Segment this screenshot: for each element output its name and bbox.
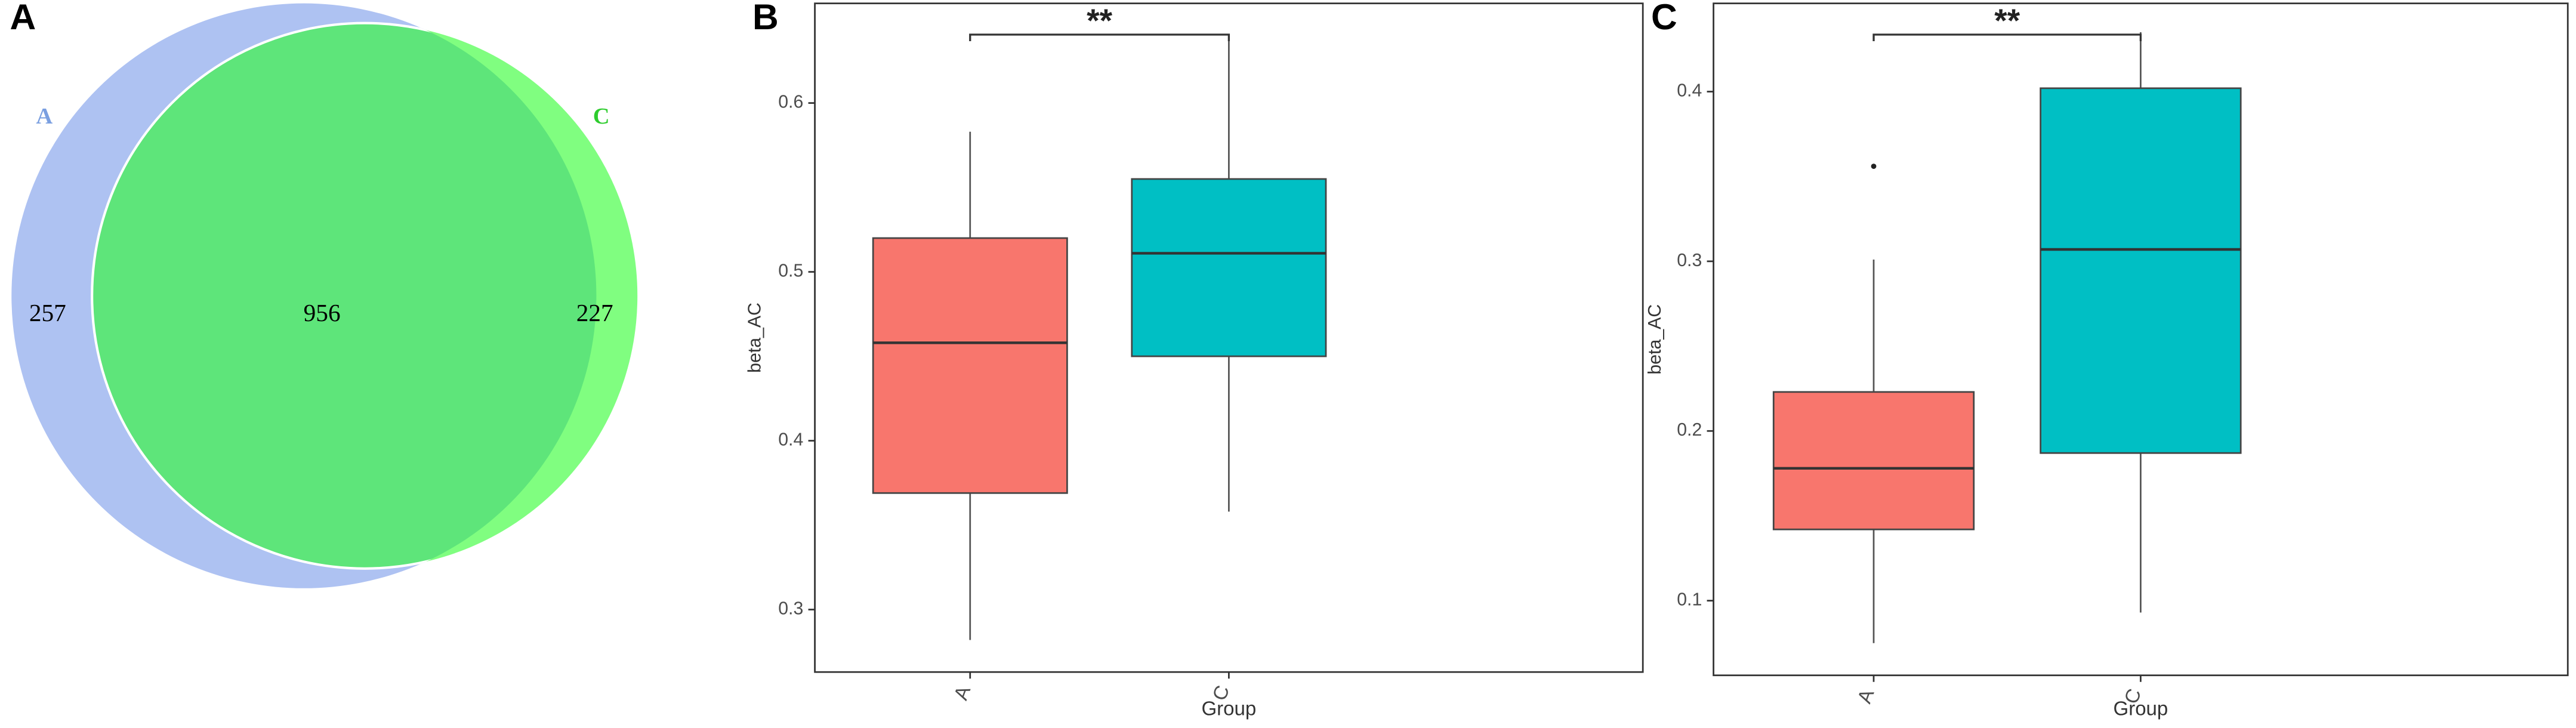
significance-label: **	[1994, 2, 2020, 39]
x-axis-label: Group	[1202, 697, 1257, 719]
panel-label: A	[10, 0, 36, 37]
significance-bracket	[969, 33, 1230, 41]
overlap	[91, 21, 597, 570]
x-axis-label: Group	[2114, 697, 2168, 719]
count-label: 227	[576, 299, 613, 326]
y-axis-label: beta_AC	[1645, 304, 1665, 375]
y-tick-label: 0.4	[1677, 81, 1702, 101]
y-tick-label: 0.2	[1677, 420, 1702, 440]
y-tick-label: 0.3	[1677, 251, 1702, 270]
y-tick-label: 0.6	[778, 92, 803, 112]
x-tick-label: A	[1853, 686, 1878, 706]
x-tick-label: A	[949, 683, 974, 702]
panel-label: B	[752, 0, 779, 37]
outlier	[1871, 164, 1877, 169]
significance-label: **	[1087, 2, 1112, 39]
count-label: 257	[29, 299, 66, 326]
box	[1772, 391, 1975, 530]
box	[1131, 178, 1327, 357]
box	[872, 237, 1068, 494]
set-label: A	[36, 104, 53, 129]
count-label: 956	[304, 299, 341, 326]
set-label: C	[593, 104, 610, 129]
y-tick-label: 0.3	[778, 599, 803, 619]
y-axis-label: beta_AC	[745, 303, 764, 373]
box	[2040, 87, 2242, 454]
y-tick-label: 0.1	[1677, 590, 1702, 610]
significance-bracket	[1872, 33, 2142, 41]
panel-label: C	[1651, 0, 1677, 37]
y-tick-label: 0.5	[778, 261, 803, 281]
y-tick-label: 0.4	[778, 430, 803, 450]
